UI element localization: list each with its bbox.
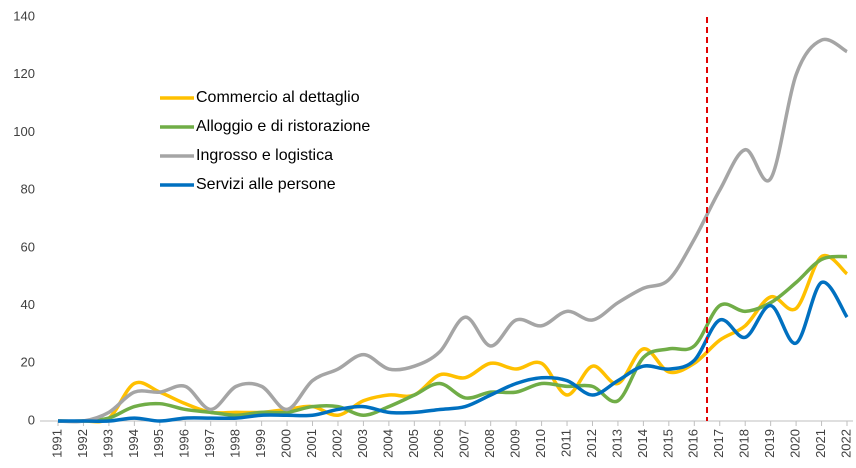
line: [57, 280, 849, 423]
y-tick-label: 140: [13, 8, 35, 23]
x-tick-label: 2007: [457, 429, 472, 458]
x-tick-label: 2002: [329, 429, 344, 458]
x-tick-label: 1991: [49, 429, 64, 458]
y-tick-label: 0: [28, 412, 35, 427]
x-tick-label: 2014: [635, 429, 650, 458]
line: [57, 37, 848, 424]
y-tick-label: 100: [13, 124, 35, 139]
x-tick-label: 1993: [100, 429, 115, 458]
x-tick-label: 2003: [355, 429, 370, 458]
x-tick-label: 1992: [75, 429, 90, 458]
legend-label: Ingrosso e logistica: [196, 147, 333, 164]
x-tick-label: 1994: [126, 429, 141, 458]
x-tick-label: 2011: [558, 429, 573, 457]
x-tick-label: 2021: [813, 429, 828, 458]
x-tick-label: 2001: [304, 429, 319, 458]
x-tick-label: 2005: [406, 429, 421, 458]
line: [57, 253, 849, 424]
legend-label: Alloggio e di ristorazione: [196, 118, 370, 135]
y-tick-label: 40: [21, 297, 35, 312]
legend-label: Commercio al dettaglio: [196, 89, 360, 106]
y-tick-label: 120: [13, 66, 35, 81]
x-tick-label: 2009: [508, 429, 523, 458]
y-tick-label: 20: [21, 355, 35, 370]
x-tick-label: 1999: [253, 429, 268, 458]
x-tick-label: 1995: [151, 429, 166, 458]
x-tick-label: 2000: [279, 429, 294, 458]
x-tick-label: 2008: [482, 429, 497, 458]
x-tick-label: 1998: [228, 429, 243, 458]
x-tick-label: 2012: [584, 429, 599, 458]
x-tick-label: 2017: [711, 429, 726, 458]
x-tick-label: 2019: [762, 429, 777, 458]
x-tick-label: 2018: [737, 429, 752, 458]
y-tick-label: 80: [21, 182, 35, 197]
x-tick-label: 2004: [380, 429, 395, 458]
y-tick-label: 60: [21, 239, 35, 254]
x-tick-label: 2020: [788, 429, 803, 458]
x-tick-label: 1996: [177, 429, 192, 458]
x-tick-label: 2010: [533, 429, 548, 458]
x-tick-label: 2015: [660, 429, 675, 458]
line: [57, 254, 848, 423]
x-tick-label: 2006: [431, 429, 446, 458]
x-tick-label: 2016: [686, 429, 701, 458]
legend-label: Servizi alle persone: [196, 176, 336, 193]
x-tick-label: 2022: [838, 429, 853, 458]
x-tick-label: 2013: [609, 429, 624, 458]
x-tick-label: 1997: [202, 429, 217, 458]
